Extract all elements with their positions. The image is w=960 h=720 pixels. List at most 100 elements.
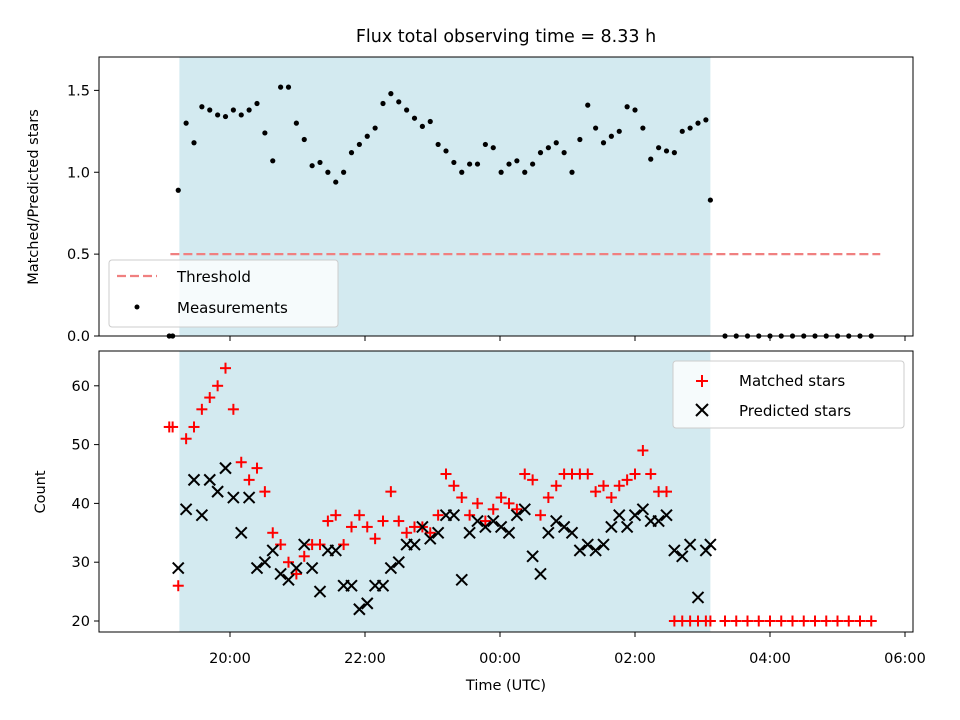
matched-star-point [346, 521, 357, 533]
predicted-star-point [479, 520, 492, 534]
predicted-star-marker-b [408, 538, 421, 551]
measurement-point [459, 169, 465, 175]
y-tick-label: 50 [72, 438, 90, 454]
predicted-star-point [242, 491, 256, 504]
measurement-point [703, 117, 709, 123]
predicted-star-point [361, 597, 374, 610]
measurement-point [593, 125, 599, 131]
matched-star-point [330, 509, 342, 521]
predicted-star-point [329, 544, 342, 557]
measurement-point [608, 133, 614, 139]
predicted-star-point [620, 520, 634, 534]
measurement-point [356, 141, 362, 148]
matched-star-point [385, 486, 397, 498]
matched-star-point [448, 480, 460, 492]
matched-star-point [220, 362, 231, 374]
y-tick-label: 0.5 [67, 247, 90, 263]
matched-star-point [582, 468, 594, 480]
measurement-point [301, 136, 307, 143]
x-tick-label: 00:00 [479, 651, 521, 667]
y-tick-label: 1.0 [67, 165, 90, 181]
matched-star-point [322, 515, 334, 527]
x-axis-label: Time (UTC) [465, 678, 546, 694]
predicted-star-point [345, 579, 358, 592]
predicted-star-point [668, 544, 681, 557]
measurement-point [175, 187, 181, 193]
predicted-star-point [628, 508, 642, 522]
matched-star-point [369, 533, 381, 545]
y-tick-label: 20 [72, 614, 90, 630]
measurement-point [215, 112, 221, 118]
predicted-star-point [573, 544, 587, 557]
predicted-star-marker-b [305, 561, 319, 575]
measurement-point [640, 125, 646, 131]
matched-star-point [590, 486, 602, 498]
matched-star-point [598, 480, 609, 492]
matched-star-point [212, 380, 224, 392]
predicted-star-point [471, 514, 484, 528]
matched-star-point [188, 421, 200, 433]
predicted-star-point [463, 526, 476, 540]
predicted-star-marker-b [361, 597, 374, 610]
matched-star-point [479, 515, 491, 527]
measurement-point [707, 197, 713, 203]
matched-star-point [180, 433, 192, 445]
predicted-star-point [526, 550, 539, 563]
predicted-star-point [219, 461, 232, 475]
measurement-point [656, 145, 662, 151]
measurement-point [404, 107, 410, 113]
measurement-point [388, 91, 394, 97]
matched-star-point [820, 615, 832, 627]
matched-star-point [361, 521, 373, 533]
measurements-legend-marker [134, 304, 140, 310]
matched-star-point [613, 480, 625, 492]
measurement-point [285, 84, 292, 90]
predicted-star-point [235, 526, 248, 540]
predicted-star-point [305, 561, 319, 575]
predicted-star-marker-b [613, 508, 626, 522]
matched-star-point [542, 492, 554, 504]
measurement-point [341, 169, 347, 175]
predicted-star-marker-b [479, 520, 492, 534]
measurement-point [648, 156, 654, 162]
predicted-star-point [447, 508, 461, 522]
measurement-point [569, 169, 575, 175]
measurement-point [616, 128, 622, 134]
measurement-point [364, 133, 370, 139]
predicted-star-point [195, 508, 209, 522]
measurement-point [467, 161, 473, 167]
predicted-star-marker-b [581, 538, 594, 551]
predicted-star-marker-b [676, 550, 689, 563]
matched-star-point [251, 462, 263, 474]
matched-star-point [621, 474, 633, 486]
count-x-axis: 20:00 22:00 00:00 02:00 04:00 06:00 [209, 632, 926, 667]
predicted-star-marker-b [345, 579, 358, 592]
measurement-point [522, 169, 528, 175]
matched-star-point [764, 615, 776, 627]
predicted-star-marker-b [431, 526, 445, 540]
predicted-star-marker-b [274, 567, 287, 581]
matched-star-point [167, 421, 179, 433]
predicted-star-point [494, 520, 508, 534]
predicted-star-point [557, 520, 571, 534]
predicted-star-point [313, 585, 327, 598]
count-legend: Matched stars Predicted stars [672, 360, 905, 429]
measurement-point [663, 148, 670, 154]
predicted-star-point [636, 503, 650, 516]
x-tick-label: 06:00 [884, 651, 926, 667]
predicted-star-marker-b [683, 538, 697, 551]
predicted-star-point [298, 538, 311, 551]
matched-star-point [645, 468, 657, 480]
predicted-star-marker-b [471, 514, 484, 528]
measurement-point [632, 107, 638, 113]
predicted-star-marker-b [691, 591, 705, 604]
measurement-point [624, 104, 630, 110]
x-tick-label: 04:00 [749, 651, 791, 667]
measurement-point [317, 159, 323, 166]
predicted-star-marker-b [313, 585, 327, 598]
measurement-point [222, 113, 229, 120]
measurement-point [199, 104, 205, 110]
predicted-star-marker-b [636, 503, 650, 516]
predicted-star-marker-b [195, 508, 209, 522]
predicted-star-marker-b [329, 544, 342, 557]
